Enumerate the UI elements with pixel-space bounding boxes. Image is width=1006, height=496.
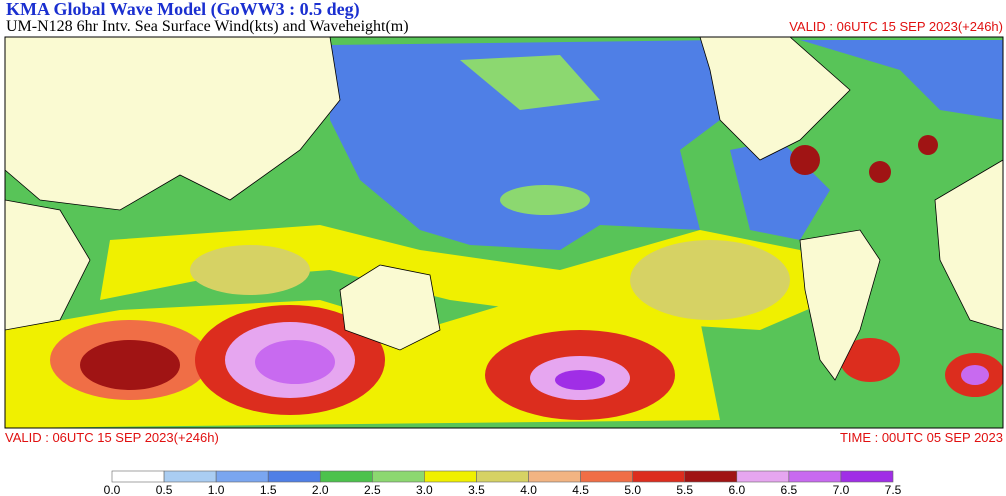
- colorbar-label: 7.5: [885, 483, 902, 496]
- colorbar-swatch: [788, 470, 842, 483]
- time: TIME : 00UTC 05 SEP 2023: [840, 430, 1003, 445]
- subtitle: UM-N128 6hr Intv. Sea Surface Wind(kts) …: [6, 18, 409, 35]
- colorbar-swatch: [632, 470, 686, 483]
- colorbar-label: 6.5: [781, 483, 798, 496]
- valid-bottom: VALID : 06UTC 15 SEP 2023(+246h): [5, 430, 219, 445]
- colorbar-swatch: [684, 470, 738, 483]
- colorbar-label: 2.5: [364, 483, 381, 496]
- colorbar-label: 3.0: [416, 483, 433, 496]
- colorbar-label: 7.0: [833, 483, 850, 496]
- colorbar-swatch: [267, 470, 321, 483]
- title: KMA Global Wave Model (GoWW3 : 0.5 deg): [6, 0, 360, 20]
- colorbar-label: 5.5: [676, 483, 693, 496]
- colorbar-label: 1.5: [260, 483, 277, 496]
- colorbar-swatch: [424, 470, 477, 483]
- colorbar: 0.0 0.5 1.0 1.5 2.0 2.5 3.0 3.5 4.0 4.5 5.0 5.5 6.0 6…: [104, 470, 902, 496]
- colorbar-label: 0.0: [104, 483, 121, 496]
- colorbar-label: 4.0: [520, 483, 537, 496]
- colorbar-label: 6.0: [728, 483, 745, 496]
- valid-top: VALID : 06UTC 15 SEP 2023(+246h): [789, 19, 1003, 34]
- colorbar-label: 3.5: [468, 483, 485, 496]
- colorbar-label: 4.5: [572, 483, 589, 496]
- colorbar-label: 5.0: [624, 483, 641, 496]
- colorbar-label: 2.0: [312, 483, 329, 496]
- colorbar-swatch: [528, 470, 581, 483]
- colorbar-label: 0.5: [156, 483, 173, 496]
- map-frame: [4, 36, 1004, 429]
- colorbar-swatch: [372, 470, 425, 483]
- colorbar-swatch: [736, 470, 790, 483]
- colorbar-label: 1.0: [208, 483, 225, 496]
- colorbar-swatch: [476, 470, 529, 483]
- map: [5, 37, 1003, 428]
- colorbar-swatch: [840, 470, 894, 483]
- colorbar-swatch: [580, 470, 633, 483]
- colorbar-swatch: [111, 470, 165, 483]
- colorbar-swatch: [163, 470, 217, 483]
- colorbar-swatch: [319, 470, 373, 483]
- colorbar-swatch: [215, 470, 269, 483]
